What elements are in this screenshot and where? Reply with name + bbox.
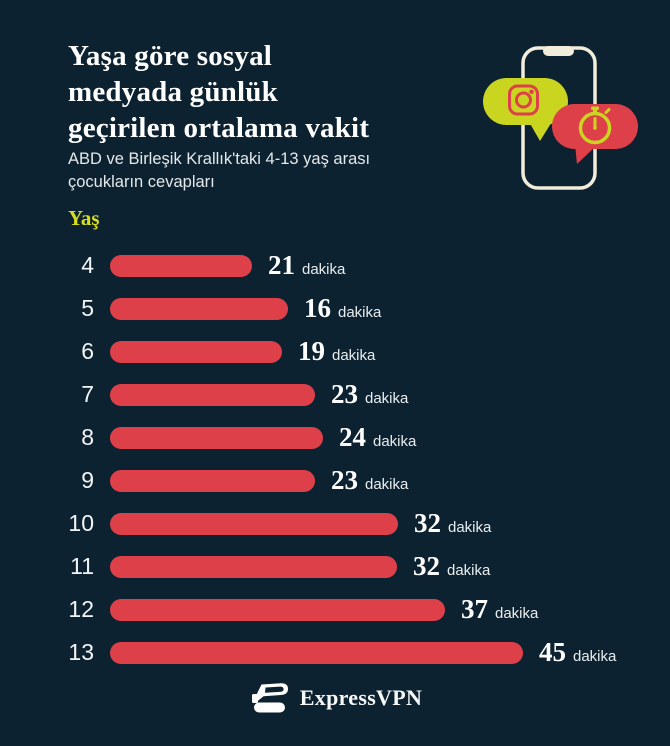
value-number: 21 xyxy=(268,250,295,280)
value-unit: dakika xyxy=(495,605,539,622)
value-number: 45 xyxy=(539,637,566,667)
value-unit: dakika xyxy=(447,562,491,579)
value-label: 16 dakika xyxy=(304,293,381,324)
minutes-bar xyxy=(110,254,252,277)
stopwatch-icon xyxy=(578,106,612,145)
age-label: 12 xyxy=(68,596,94,622)
age-label: 4 xyxy=(81,252,94,278)
minutes-bar xyxy=(110,340,282,363)
minutes-bar xyxy=(110,297,288,320)
instagram-icon xyxy=(508,84,539,116)
value-label: 32 dakika xyxy=(413,551,490,582)
chat-bubble-stopwatch xyxy=(552,104,638,164)
age-label: 13 xyxy=(68,639,94,665)
age-label: 6 xyxy=(81,338,94,364)
age-label: 7 xyxy=(81,381,94,407)
value-unit: dakika xyxy=(365,476,409,493)
minutes-bar xyxy=(110,598,445,621)
value-label: 19 dakika xyxy=(298,336,375,367)
page-title: Yaşa göre sosyal medyada günlük geçirile… xyxy=(68,40,370,144)
phone-illustration xyxy=(483,46,638,190)
value-unit: dakika xyxy=(365,390,409,407)
value-number: 37 xyxy=(461,594,488,624)
chart-row: 9 23 dakika xyxy=(0,459,670,502)
chart-row: 5 16 dakika xyxy=(0,287,670,330)
age-label: 11 xyxy=(70,553,94,579)
value-number: 23 xyxy=(331,465,358,495)
age-label: 8 xyxy=(81,424,94,450)
value-label: 45 dakika xyxy=(539,637,616,668)
value-label: 21 dakika xyxy=(268,250,345,281)
chart-row: 12 37 dakika xyxy=(0,588,670,631)
value-unit: dakika xyxy=(338,304,382,321)
brand-footer: ExpressVPN xyxy=(0,680,670,716)
value-number: 19 xyxy=(298,336,325,366)
chart-row: 7 23 dakika xyxy=(0,373,670,416)
chart-row: 4 21 dakika xyxy=(0,244,670,287)
expressvpn-logo-icon xyxy=(251,683,288,713)
value-unit: dakika xyxy=(573,648,617,665)
value-label: 23 dakika xyxy=(331,379,408,410)
minutes-bar xyxy=(110,426,323,449)
value-label: 37 dakika xyxy=(461,594,538,625)
value-number: 24 xyxy=(339,422,366,452)
minutes-bar xyxy=(110,555,397,578)
page-subtitle: ABD ve Birleşik Krallık'taki 4-13 yaş ar… xyxy=(68,150,371,191)
value-number: 32 xyxy=(414,508,441,538)
chart-row: 8 24 dakika xyxy=(0,416,670,459)
minutes-bar xyxy=(110,383,315,406)
value-label: 24 dakika xyxy=(339,422,416,453)
minutes-bar xyxy=(110,512,398,535)
chat-bubble-instagram xyxy=(483,78,568,141)
brand-name: ExpressVPN xyxy=(299,685,423,710)
chart-row: 11 32 dakika xyxy=(0,545,670,588)
age-label: 5 xyxy=(81,295,94,321)
minutes-bar xyxy=(110,469,315,492)
phone-notch xyxy=(543,46,574,56)
value-unit: dakika xyxy=(448,519,492,536)
chart-row: 6 19 dakika xyxy=(0,330,670,373)
bar-chart: 4 21 dakika 5 16 dakika 6 xyxy=(0,244,670,674)
value-label: 23 dakika xyxy=(331,465,408,496)
chart-row: 13 45 dakika xyxy=(0,631,670,674)
age-label: 9 xyxy=(81,467,94,493)
value-number: 16 xyxy=(304,293,331,323)
value-number: 23 xyxy=(331,379,358,409)
minutes-bar xyxy=(110,641,523,664)
chart-row: 10 32 dakika xyxy=(0,502,670,545)
value-number: 32 xyxy=(413,551,440,581)
age-label: 10 xyxy=(68,510,94,536)
value-unit: dakika xyxy=(332,347,376,364)
value-unit: dakika xyxy=(373,433,417,450)
value-label: 32 dakika xyxy=(414,508,491,539)
value-unit: dakika xyxy=(302,261,346,278)
age-axis-label: Yaş xyxy=(68,206,100,230)
